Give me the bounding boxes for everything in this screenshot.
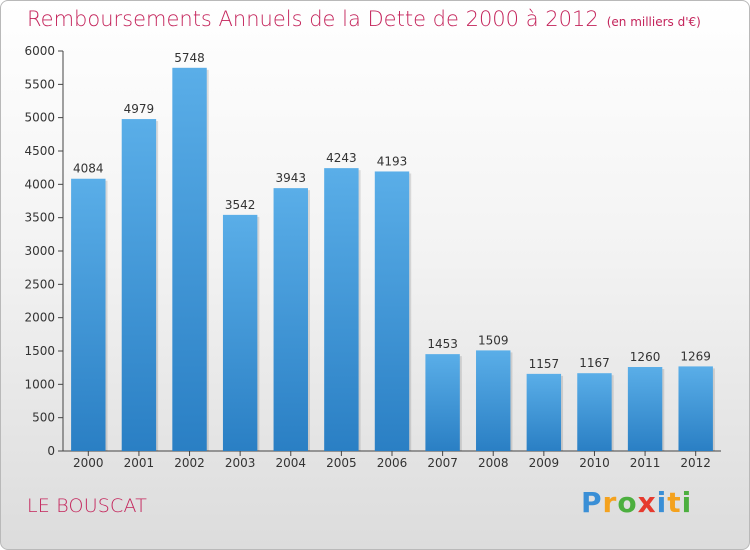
data-label: 3542: [225, 198, 256, 212]
logo-letter: r: [602, 486, 618, 519]
x-tick-label: 2003: [225, 456, 256, 470]
chart-title: Remboursements Annuels de la Dette de 20…: [27, 7, 701, 31]
data-label: 3943: [275, 171, 306, 185]
x-tick-label: 2005: [326, 456, 357, 470]
logo-letter: P: [581, 486, 603, 519]
x-tick-label: 2011: [630, 456, 661, 470]
bar-2002: [172, 67, 207, 452]
y-tick-label: 500: [32, 411, 55, 425]
bar-2012: [678, 366, 713, 451]
chart-axes: 0 500 1000 1500 2000 2500 3000 3500 4000 4500 5000…: [24, 44, 721, 470]
chart-title-text: Remboursements Annuels de la Dette de 20…: [27, 7, 599, 31]
logo-letter: t: [667, 486, 682, 519]
bar-2007: [425, 354, 460, 451]
logo-letter: x: [637, 486, 657, 519]
logo-letter: i: [656, 486, 668, 519]
bar-2001: [121, 119, 157, 452]
y-tick-label: 1500: [24, 344, 55, 358]
data-label: 1453: [427, 337, 458, 351]
data-label: 1260: [630, 350, 661, 364]
location-label: LE BOUSCAT: [27, 495, 148, 517]
chart-unit-note: (en milliers d'€): [606, 15, 701, 29]
data-label: 1167: [579, 356, 610, 370]
data-label: 1269: [680, 349, 711, 363]
y-tick-label: 1000: [24, 377, 55, 391]
bar-2004: [273, 188, 308, 451]
y-tick-label: 3500: [24, 211, 55, 225]
bar-2000: [71, 178, 106, 451]
x-tick-label: 2008: [478, 456, 509, 470]
bar-2003: [222, 214, 258, 451]
bar-2006: [374, 171, 410, 451]
bar-2010: [577, 373, 612, 451]
x-tick-label: 2004: [275, 456, 306, 470]
y-tick-label: 2000: [24, 311, 55, 325]
x-tick-label: 2002: [174, 456, 205, 470]
y-tick-label: 5500: [24, 77, 55, 91]
logo-letter: i: [681, 486, 693, 519]
x-tick-label: 2000: [73, 456, 104, 470]
x-tick-label: 2010: [579, 456, 610, 470]
logo-letter: o: [617, 486, 638, 519]
x-tick-label: 2009: [529, 456, 560, 470]
data-label: 1509: [478, 333, 509, 347]
bar-2009: [526, 373, 562, 451]
chart-data-labels: 4084 4979 5748 3542 3943 4243 4193 1453 1509 1157…: [73, 51, 711, 371]
data-label: 4084: [73, 162, 104, 176]
data-label: 4243: [326, 151, 357, 165]
y-tick-label: 2500: [24, 277, 55, 291]
bar-2005: [324, 168, 359, 451]
y-tick-label: 6000: [24, 44, 55, 58]
y-tick-label: 4000: [24, 177, 55, 191]
x-tick-label: 2007: [427, 456, 458, 470]
x-tick-label: 2012: [680, 456, 711, 470]
y-tick-label: 3000: [24, 244, 55, 258]
data-label: 5748: [174, 51, 205, 65]
y-tick-label: 5000: [24, 111, 55, 125]
bar-2011: [627, 367, 663, 451]
y-tick-label: 0: [47, 444, 55, 458]
x-tick-label: 2006: [377, 456, 408, 470]
data-label: 1157: [529, 357, 560, 371]
x-tick-label: 2001: [124, 456, 155, 470]
y-tick-label: 4500: [24, 144, 55, 158]
proxiti-logo: Proxiti: [581, 486, 692, 519]
data-label: 4193: [377, 154, 408, 168]
data-label: 4979: [124, 102, 155, 116]
chart-bars: [71, 67, 715, 452]
bar-2008: [476, 350, 511, 451]
